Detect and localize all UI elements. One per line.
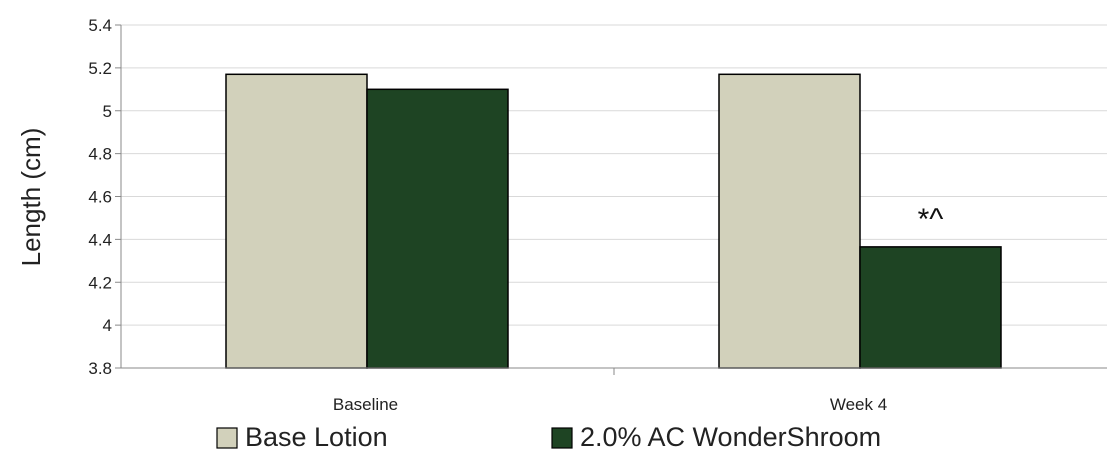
y-tick-label: 5.2 [88,59,112,78]
legend-label: 2.0% AC WonderShroom [580,422,881,451]
y-tick-label: 4.4 [88,230,112,249]
y-tick-label: 4.2 [88,273,112,292]
bar-week-4-series-2 [859,246,1002,369]
y-tick-label: 5 [103,102,112,121]
y-tick-label: 4.8 [88,145,112,164]
legend: Base Lotion 2.0% AC WonderShroom [216,422,881,451]
bar-baseline-series-2 [366,88,509,369]
y-axis-title: Length (cm) [16,128,46,267]
legend-swatch [551,427,573,449]
x-category-label: Week 4 [830,395,887,414]
annotations: *^ [918,203,944,236]
legend-label: Base Lotion [245,422,388,451]
significance-annotation: *^ [918,203,944,236]
bar-week-4-series-1 [718,73,861,369]
y-tick-label: 5.4 [88,16,112,35]
bar-baseline-series-1 [225,73,368,369]
y-tick-labels: 3.8 4 4.2 4.4 4.6 4.8 5 5.2 5.4 [88,16,121,378]
y-tick-label: 3.8 [88,359,112,378]
bars [225,73,1002,375]
x-category-labels: Baseline Week 4 [333,395,887,414]
x-category-label: Baseline [333,395,398,414]
y-tick-label: 4 [103,316,112,335]
legend-swatch [216,427,238,449]
y-tick-label: 4.6 [88,188,112,207]
